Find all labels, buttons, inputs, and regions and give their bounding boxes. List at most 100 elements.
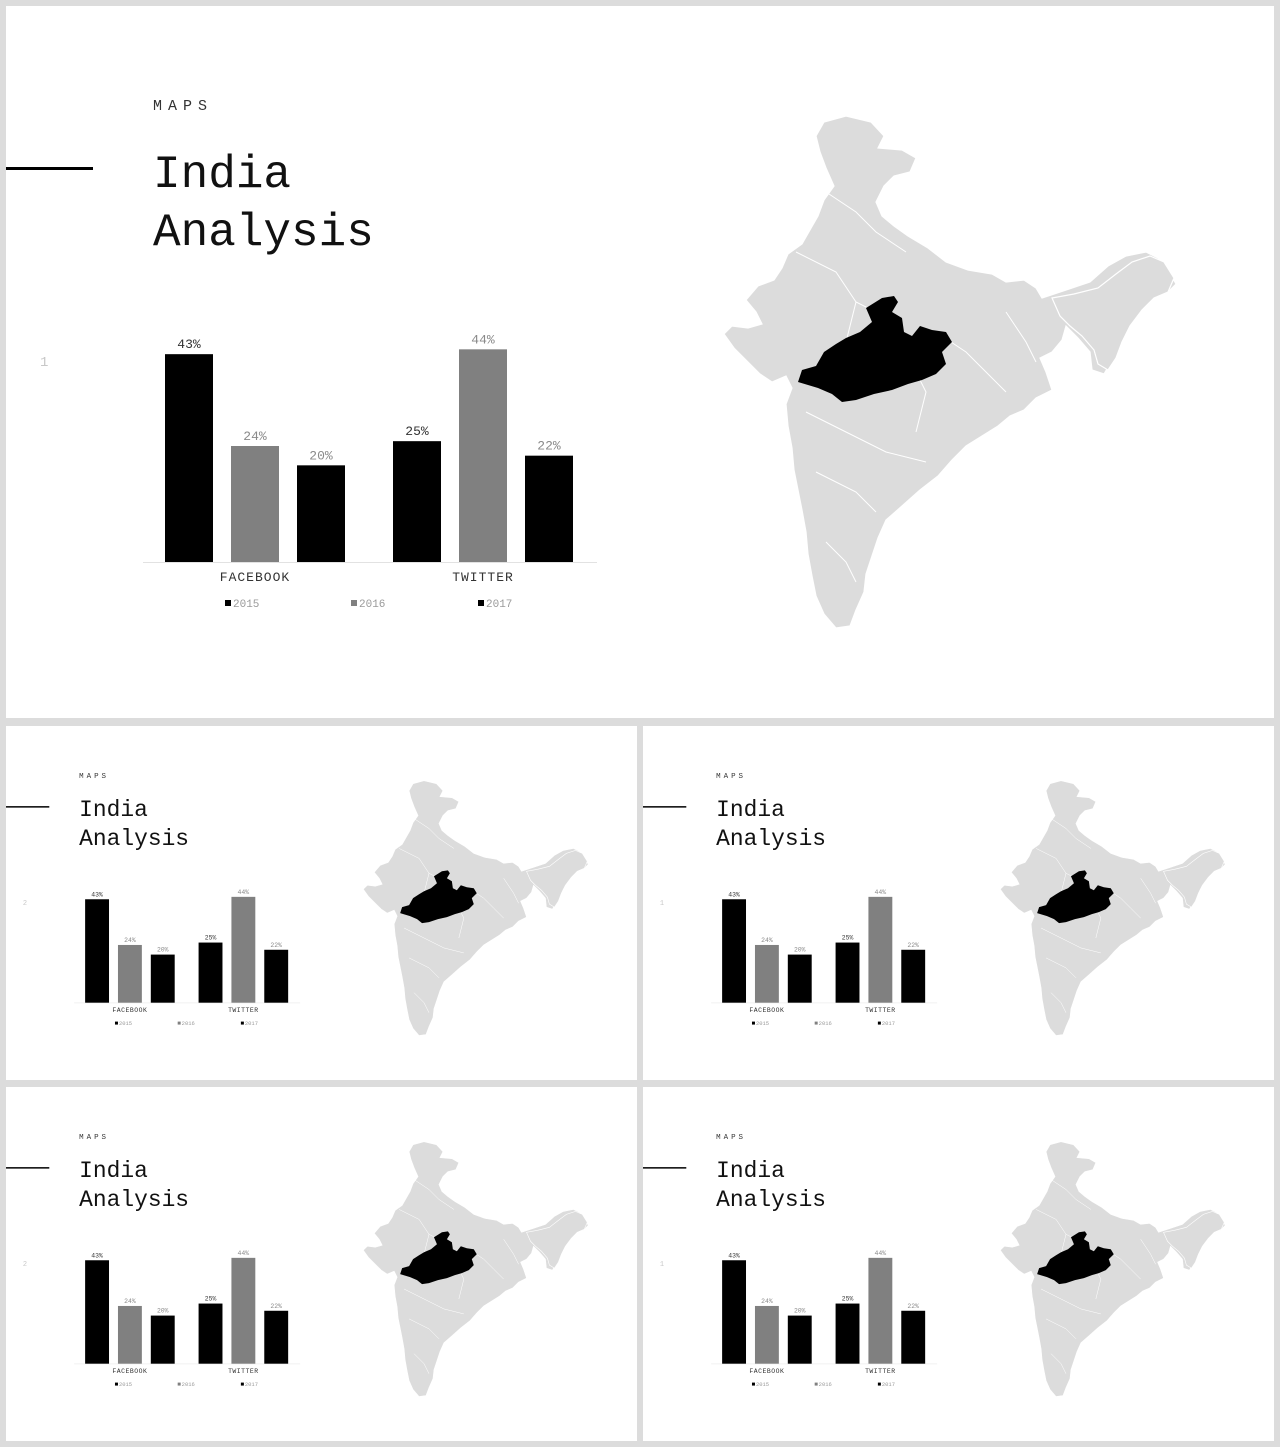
legend-label-2015: 2015 bbox=[756, 1020, 769, 1027]
india-map bbox=[362, 780, 589, 1036]
india-northeast bbox=[1163, 1211, 1225, 1269]
bar-facebook-2017 bbox=[150, 954, 175, 1003]
accent-rule bbox=[643, 806, 687, 808]
legend-swatch-2015 bbox=[751, 1382, 755, 1386]
bar-twitter-2015 bbox=[835, 1303, 860, 1364]
legend-label-2017: 2017 bbox=[245, 1381, 258, 1388]
bar-twitter-2016 bbox=[868, 896, 893, 1003]
state-borders bbox=[399, 1179, 519, 1374]
title-line-2: Analysis bbox=[153, 207, 374, 259]
data-label: 24% bbox=[124, 1298, 136, 1305]
slide-thumbnail-3[interactable]: MAPS India Analysis 2 43% 24% 20% FACEBOOK 2… bbox=[6, 1087, 637, 1441]
title-line-1: India bbox=[153, 149, 292, 201]
title-line-1: India bbox=[79, 1158, 148, 1185]
section-kicker: MAPS bbox=[716, 771, 747, 781]
legend-swatch-2017 bbox=[240, 1021, 244, 1025]
legend-swatch-2016 bbox=[814, 1382, 818, 1386]
accent-rule bbox=[6, 1167, 50, 1169]
bar-facebook-2017 bbox=[297, 465, 345, 562]
bar-twitter-2015 bbox=[835, 942, 860, 1003]
legend-swatch-2017 bbox=[877, 1021, 881, 1025]
data-label: 24% bbox=[761, 937, 773, 944]
title-line-1: India bbox=[716, 797, 785, 824]
data-label: 25% bbox=[205, 935, 217, 942]
bar-chart: 43% 24% 20% FACEBOOK 25% 44% 22% TWITTER 2015 201… bbox=[711, 889, 938, 1027]
bar-twitter-2016 bbox=[868, 1257, 893, 1364]
india-map bbox=[999, 1141, 1226, 1397]
category-tick-label: FACEBOOK bbox=[749, 1368, 784, 1375]
slide-thumbnail-2[interactable]: MAPS India Analysis 1 43% 24% 20% FACEBOOK 2… bbox=[643, 726, 1274, 1080]
legend-label-2017: 2017 bbox=[486, 599, 512, 611]
bar-facebook-2015 bbox=[722, 1260, 747, 1364]
highlighted-state-madhya-pradesh bbox=[400, 870, 477, 924]
bar-facebook-2016 bbox=[117, 1305, 142, 1364]
accent-rule bbox=[6, 167, 93, 170]
legend-swatch-2015 bbox=[225, 600, 231, 606]
page-number: 2 bbox=[22, 899, 28, 908]
legend-label-2017: 2017 bbox=[882, 1381, 895, 1388]
legend-swatch-2016 bbox=[177, 1021, 181, 1025]
bar-facebook-2016 bbox=[231, 446, 279, 562]
slide-content: MAPS India Analysis 2 43% 24% 20% FACEBOOK 2… bbox=[6, 726, 637, 1080]
bar-twitter-2015 bbox=[198, 942, 223, 1003]
india-map bbox=[723, 115, 1177, 629]
india-map-base bbox=[999, 1141, 1226, 1397]
category-tick-label: FACEBOOK bbox=[112, 1368, 147, 1375]
legend-label-2015: 2015 bbox=[119, 1020, 132, 1027]
category-tick-label: TWITTER bbox=[865, 1368, 896, 1375]
data-label: 24% bbox=[243, 429, 267, 444]
legend-label-2016: 2016 bbox=[182, 1020, 195, 1027]
bar-chart: 43% 24% 20% FACEBOOK 25% 44% 22% TWITTER 2015 201… bbox=[74, 1250, 301, 1388]
india-northeast bbox=[526, 1211, 588, 1269]
data-label: 43% bbox=[91, 891, 103, 898]
legend-label-2016: 2016 bbox=[359, 599, 385, 611]
data-label: 20% bbox=[794, 1308, 806, 1315]
legend-swatch-2017 bbox=[877, 1382, 881, 1386]
slide-thumbnail-4[interactable]: MAPS India Analysis 1 43% 24% 20% FACEBOOK 2… bbox=[643, 1087, 1274, 1441]
category-tick-label: FACEBOOK bbox=[749, 1007, 784, 1014]
legend-swatch-2016 bbox=[351, 600, 357, 606]
legend-swatch-2015 bbox=[751, 1021, 755, 1025]
data-label: 43% bbox=[728, 1252, 740, 1259]
legend-label-2016: 2016 bbox=[819, 1381, 832, 1388]
data-label: 22% bbox=[907, 1303, 919, 1310]
title-line-2: Analysis bbox=[716, 826, 827, 852]
bar-facebook-2015 bbox=[722, 899, 747, 1003]
bar-twitter-2016 bbox=[231, 1257, 256, 1364]
data-label: 25% bbox=[842, 1296, 854, 1303]
india-map bbox=[362, 1141, 589, 1397]
data-label: 22% bbox=[270, 1303, 282, 1310]
highlighted-state-madhya-pradesh bbox=[400, 1231, 477, 1285]
data-label: 25% bbox=[842, 935, 854, 942]
section-kicker: MAPS bbox=[79, 771, 110, 781]
data-label: 22% bbox=[537, 439, 561, 454]
legend-label-2015: 2015 bbox=[119, 1381, 132, 1388]
india-map-base bbox=[362, 780, 589, 1036]
data-label: 43% bbox=[177, 337, 201, 352]
data-label: 44% bbox=[238, 1250, 250, 1257]
data-label: 44% bbox=[875, 1250, 887, 1257]
data-label: 20% bbox=[157, 1308, 169, 1315]
india-map bbox=[999, 780, 1226, 1036]
data-label: 22% bbox=[907, 942, 919, 949]
category-tick-label: FACEBOOK bbox=[112, 1007, 147, 1014]
data-label: 44% bbox=[238, 889, 250, 896]
india-northeast bbox=[1163, 850, 1225, 908]
data-label: 24% bbox=[124, 937, 136, 944]
bar-facebook-2016 bbox=[754, 944, 779, 1003]
section-kicker: MAPS bbox=[153, 98, 214, 115]
slide-content: MAPS India Analysis 1 43% 24% 20% FACEBOOK 2… bbox=[643, 726, 1274, 1080]
data-label: 25% bbox=[405, 424, 429, 439]
bar-twitter-2017 bbox=[901, 1310, 926, 1364]
slide-content: MAPS India Analysis 1 43% 24% 20% FACEBOOK 2… bbox=[6, 6, 1274, 718]
category-tick-label: TWITTER bbox=[228, 1007, 259, 1014]
legend-swatch-2015 bbox=[114, 1382, 118, 1386]
title-line-2: Analysis bbox=[716, 1187, 827, 1213]
slide-title: India Analysis bbox=[716, 1157, 826, 1215]
accent-rule bbox=[643, 1167, 687, 1169]
slide-main[interactable]: MAPS India Analysis 1 43% 24% 20% FACEBOOK 2… bbox=[6, 6, 1274, 718]
slide-title: India Analysis bbox=[79, 796, 189, 854]
data-label: 24% bbox=[761, 1298, 773, 1305]
slide-thumbnail-1[interactable]: MAPS India Analysis 2 43% 24% 20% FACEBOOK 2… bbox=[6, 726, 637, 1080]
data-label: 44% bbox=[875, 889, 887, 896]
